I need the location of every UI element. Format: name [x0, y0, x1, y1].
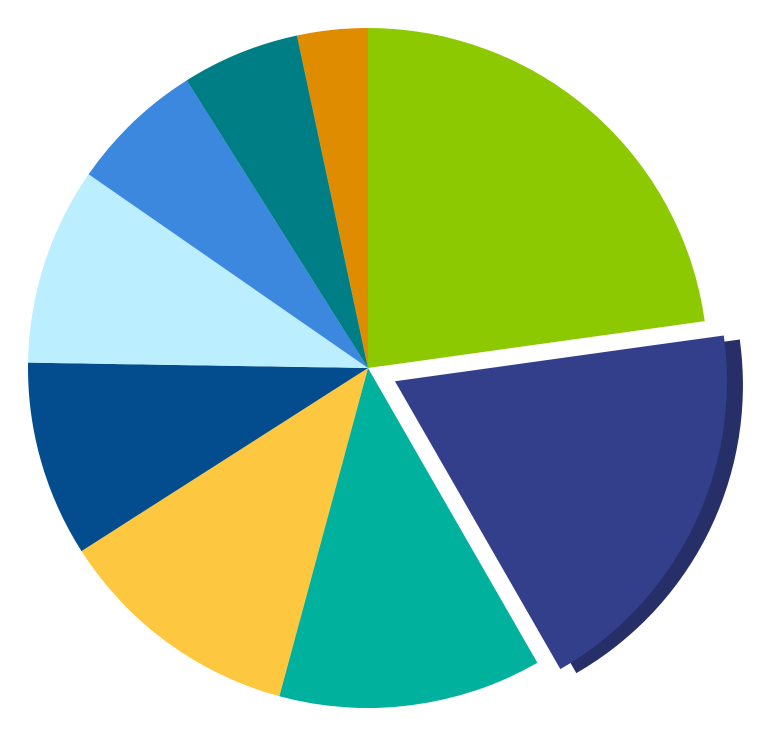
- pie-slice-2: [279, 368, 538, 708]
- pie-slice-7: [186, 35, 368, 368]
- pie-slice-0: [368, 28, 705, 368]
- pie-slice-3: [81, 368, 368, 697]
- pie-slice-4: [27, 362, 368, 552]
- pie-slice-6: [88, 80, 368, 369]
- pie-slice-5: [28, 174, 369, 368]
- pie-slice-8: [296, 28, 368, 368]
- pie-slice-1: [394, 335, 727, 670]
